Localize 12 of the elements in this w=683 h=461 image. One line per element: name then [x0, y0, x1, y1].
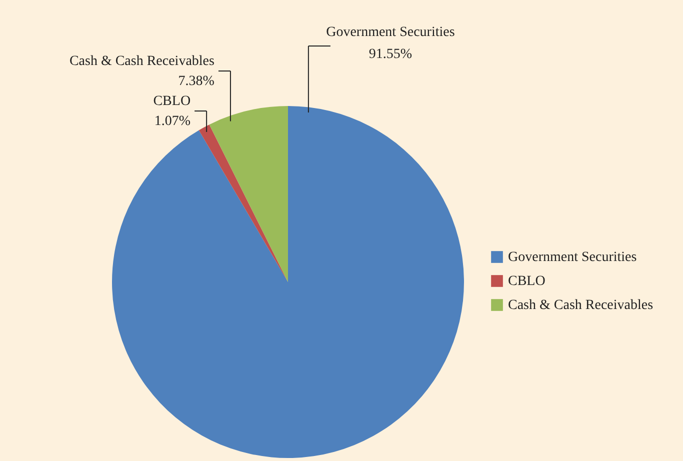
- data-label: 91.55%: [368, 47, 412, 62]
- slice-label: Government Securities: [326, 25, 455, 40]
- data-label: 1.07%: [154, 114, 191, 129]
- data-label: 7.38%: [178, 74, 215, 89]
- pie-slice: [198, 124, 288, 282]
- legend-label: CBLO: [508, 274, 546, 289]
- pie-slice: [209, 106, 288, 282]
- slice-label: CBLO: [153, 94, 191, 109]
- legend-label: Government Securities: [508, 250, 637, 265]
- slice-label: Cash & Cash Receivables: [69, 54, 214, 69]
- legend-label: Cash & Cash Receivables: [508, 298, 654, 313]
- pie-slice: [112, 106, 464, 458]
